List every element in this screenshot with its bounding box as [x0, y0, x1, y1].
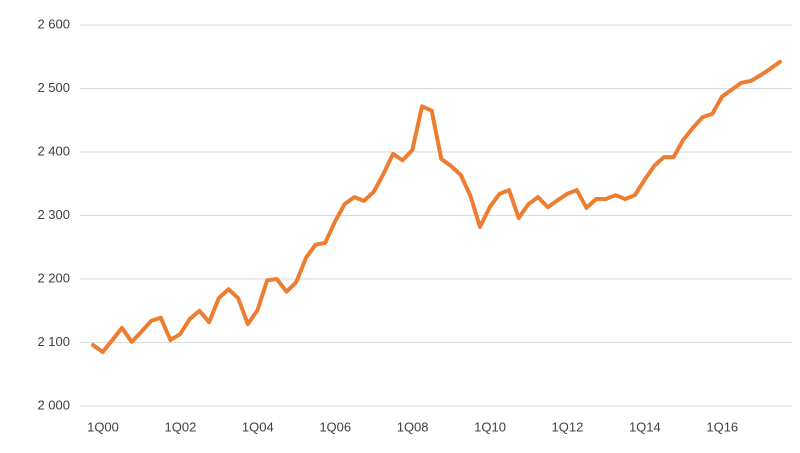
x-tick-label: 1Q10: [474, 419, 506, 434]
x-tick-label: 1Q00: [87, 419, 119, 434]
y-tick-label: 2 500: [37, 80, 70, 95]
x-tick-label: 1Q06: [319, 419, 351, 434]
y-tick-label: 2 000: [37, 397, 70, 412]
y-tick-label: 2 200: [37, 270, 70, 285]
data-line: [91, 59, 782, 354]
x-tick-label: 1Q16: [706, 419, 738, 434]
y-tick-label: 2 100: [37, 334, 70, 349]
y-tick-label: 2 300: [37, 207, 70, 222]
x-tick-label: 1Q04: [242, 419, 274, 434]
x-tick-label: 1Q12: [552, 419, 584, 434]
x-tick-label: 1Q14: [629, 419, 661, 434]
x-tick-label: 1Q08: [397, 419, 429, 434]
y-tick-label: 2 600: [37, 16, 70, 31]
y-tick-label: 2 400: [37, 143, 70, 158]
x-tick-label: 1Q02: [165, 419, 197, 434]
